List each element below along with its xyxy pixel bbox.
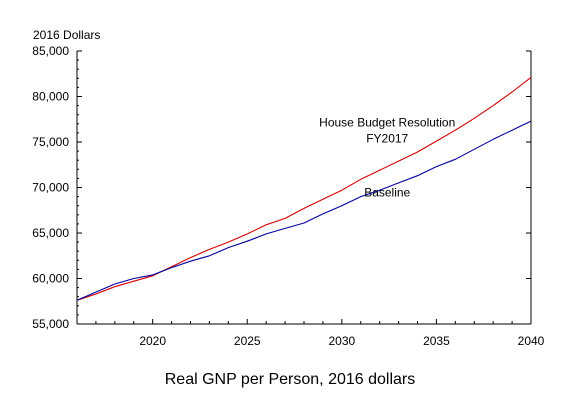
series-line-0 [76,76,532,301]
x-tick-label: 2025 [234,334,261,348]
y-axis-unit-label: 2016 Dollars [33,28,100,42]
chart-caption: Real GNP per Person, 2016 dollars [165,371,416,388]
x-tick-label: 2030 [328,334,355,348]
x-tick-label: 2035 [423,334,450,348]
annotation-layer: House Budget Resolution FY2017 Baseline [319,116,455,200]
series-annotation-0: House Budget Resolution [319,116,455,130]
x-tick-label: 2040 [518,334,545,348]
series-line-1 [76,120,532,301]
y-tick-label: 70,000 [32,181,69,195]
y-axis: 55,000 60,000 65,000 70,000 75,000 80,000 85,0… [32,44,531,331]
y-tick-label: 65,000 [32,226,69,240]
y-tick-label: 85,000 [32,44,69,58]
y-tick-label: 55,000 [32,317,69,331]
series-annotation-0: FY2017 [366,132,408,146]
y-tick-label: 60,000 [32,272,69,286]
series-annotation-1: Baseline [364,186,410,200]
series-layer [76,76,532,301]
x-axis: 2020 2025 2030 2035 2040 [76,319,545,348]
y-tick-label: 75,000 [32,135,69,149]
plot-frame [76,51,532,325]
y-tick-label: 80,000 [32,90,69,104]
x-tick-label: 2020 [139,334,166,348]
